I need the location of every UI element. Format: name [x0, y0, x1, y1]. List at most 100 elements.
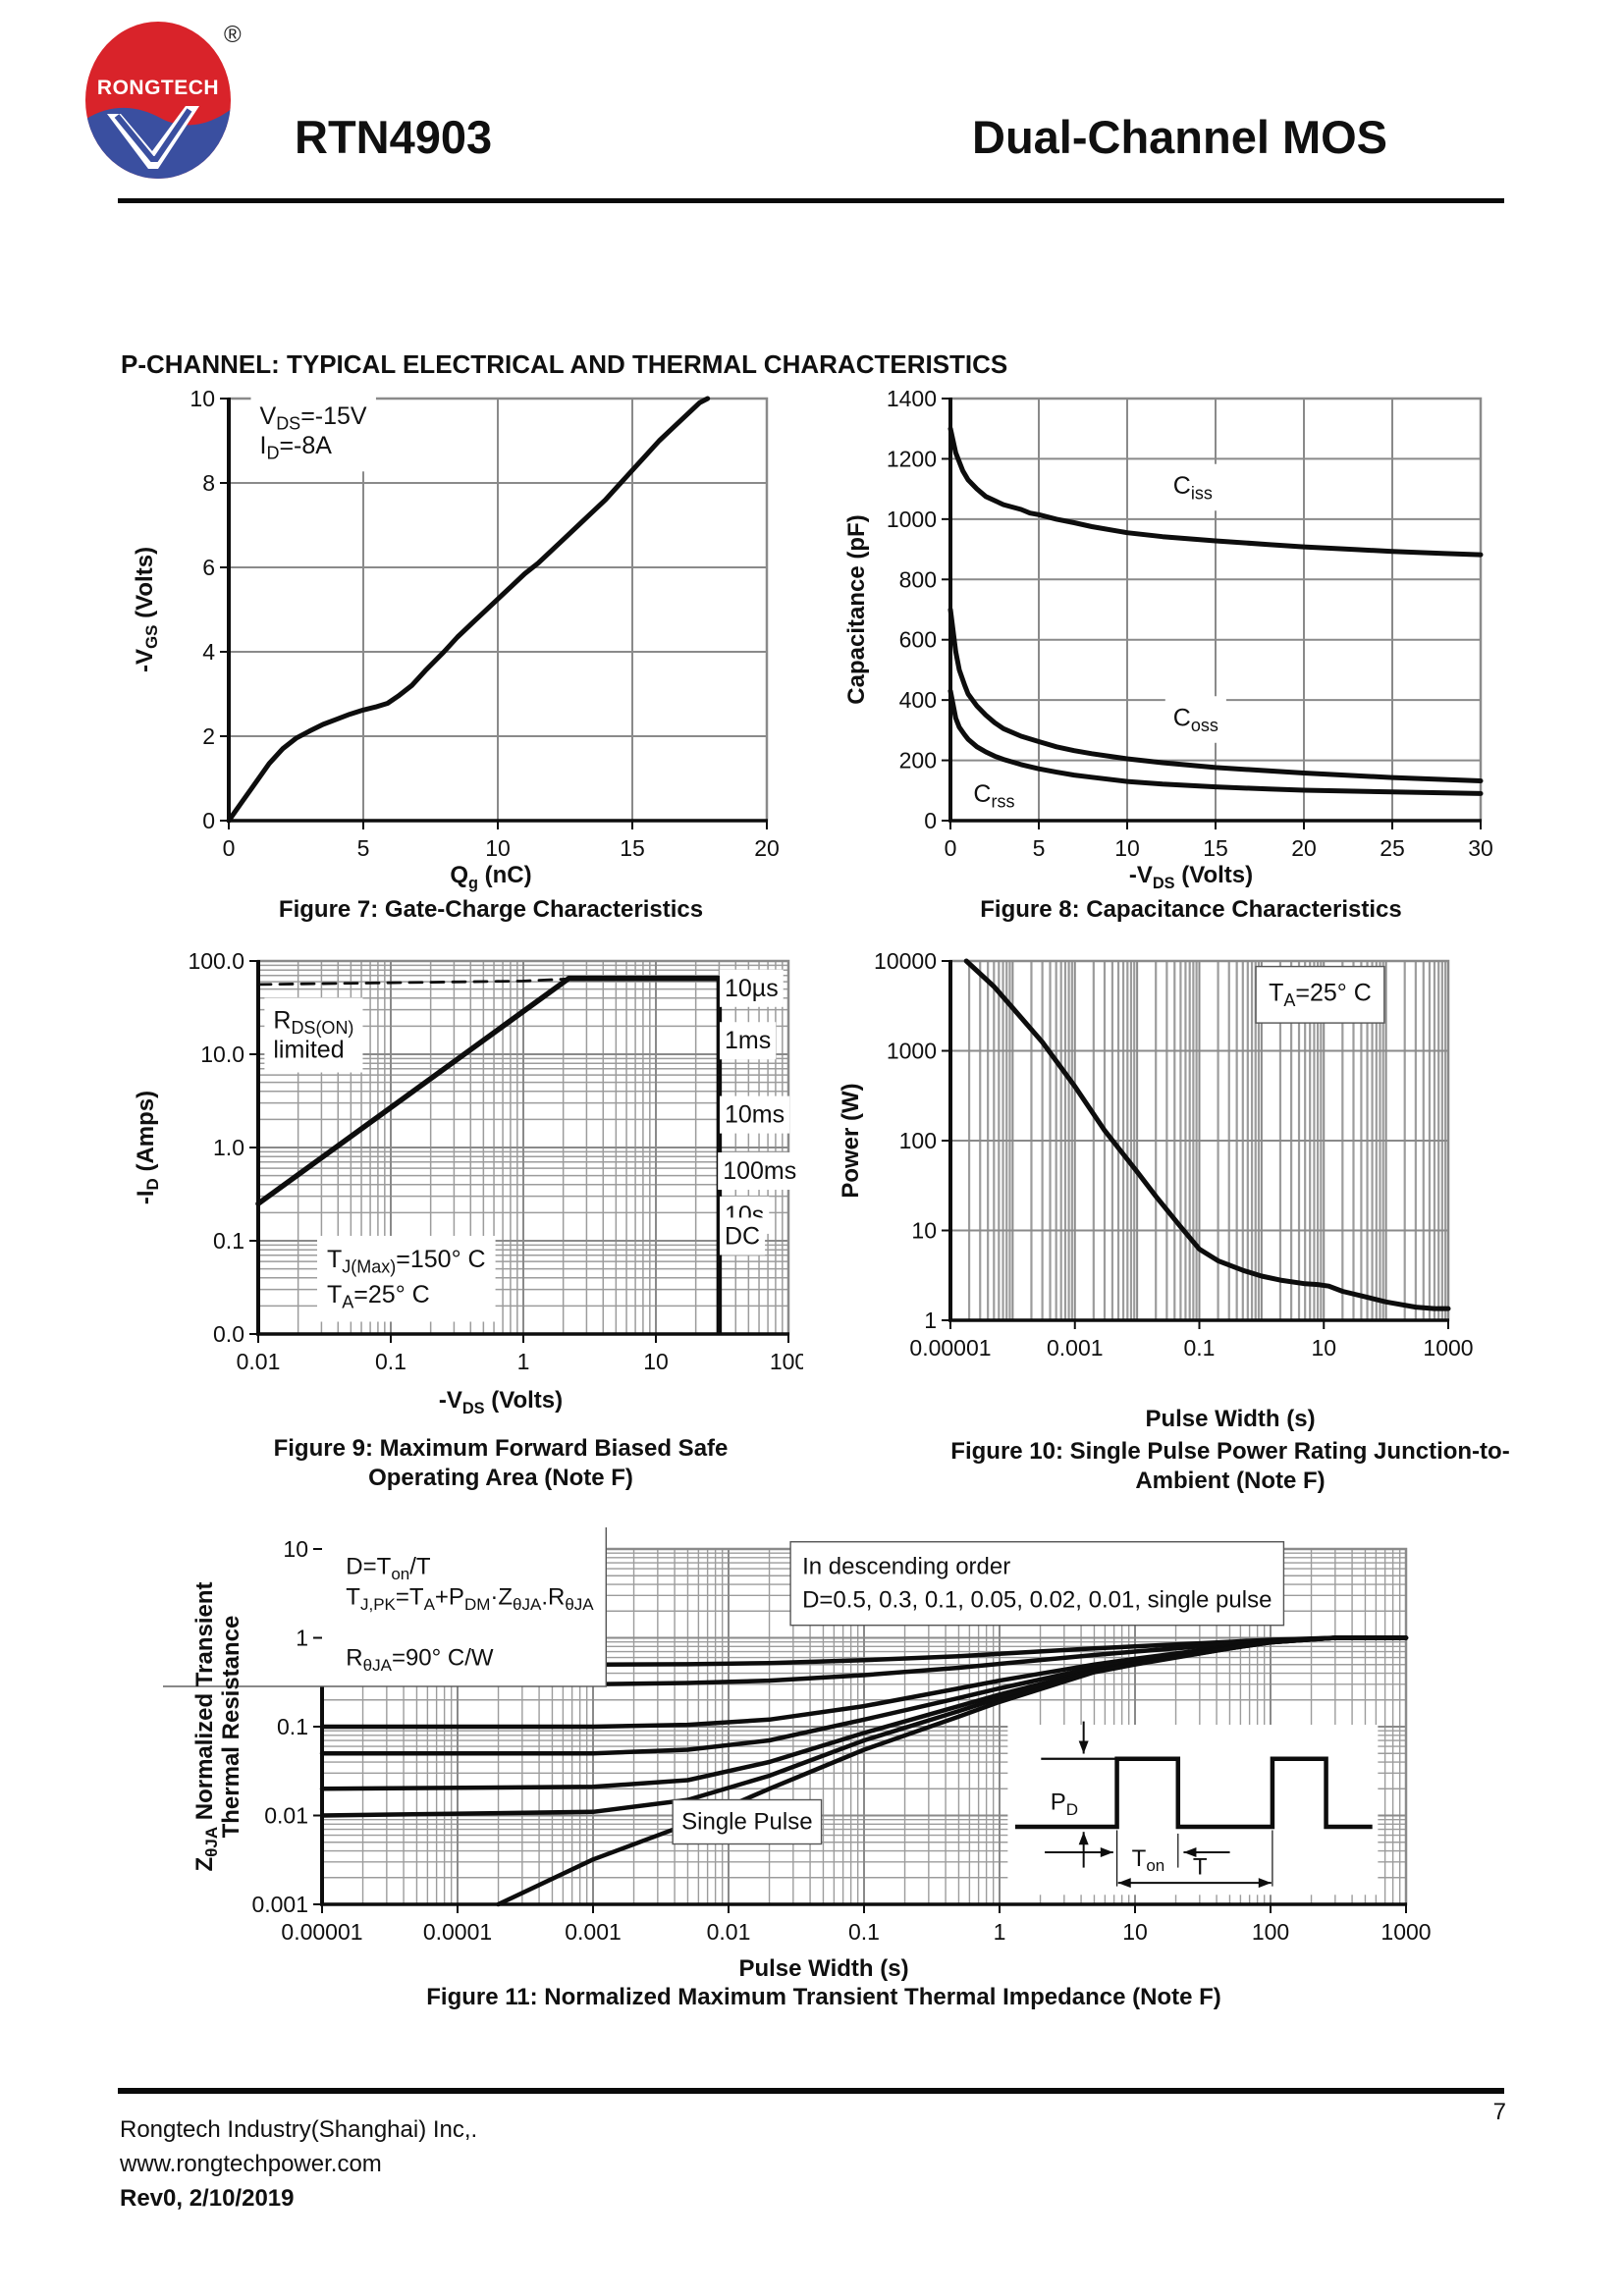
svg-text:TA=25° C: TA=25° C	[327, 1281, 430, 1312]
svg-text:15: 15	[1203, 835, 1228, 860]
svg-text:20: 20	[1291, 835, 1317, 860]
svg-text:2: 2	[202, 723, 215, 749]
svg-text:10.0: 10.0	[200, 1041, 244, 1067]
pulse-power-chart: TA=25° C 0.00001 0.001 0.1 10 1000 10000 1000 10…	[838, 951, 1474, 1361]
figure11-caption-block: Pulse Width (s) Figure 11: Normalized Ma…	[171, 1955, 1477, 2012]
company-website: www.rongtechpower.com	[120, 2151, 382, 2177]
svg-text:1000: 1000	[1423, 1335, 1473, 1361]
svg-text:0.1: 0.1	[277, 1714, 308, 1739]
svg-text:RθJA=90° C/W: RθJA=90° C/W	[346, 1645, 494, 1675]
svg-text:PD: PD	[1051, 1789, 1078, 1819]
figure10-caption-block: Pulse Width (s) Figure 10: Single Pulse …	[906, 1406, 1554, 1496]
svg-text:TA=25° C: TA=25° C	[1269, 980, 1372, 1010]
svg-text:0.0001: 0.0001	[423, 1919, 492, 1945]
svg-text:0: 0	[223, 835, 236, 860]
svg-text:1: 1	[994, 1919, 1006, 1945]
figure8-caption-block: -VDS (Volts) Figure 8: Capacitance Chara…	[852, 862, 1530, 925]
svg-text:Crss: Crss	[973, 780, 1014, 812]
svg-text:10: 10	[1311, 1335, 1336, 1361]
svg-text:TJ(Max)=150° C: TJ(Max)=150° C	[327, 1246, 486, 1277]
svg-text:10: 10	[283, 1536, 308, 1562]
brand-name: RONGTECH	[97, 77, 219, 99]
svg-text:ZθJA Normalized TransientTherm: ZθJA Normalized TransientThermal Resista…	[191, 1582, 244, 1872]
fig7-x-axis-label: Qg (nC)	[450, 862, 532, 892]
svg-text:1000: 1000	[887, 507, 937, 532]
figure-single-pulse-power: TA=25° C 0.00001 0.001 0.1 10 1000 10000 1000 10…	[833, 951, 1510, 1496]
svg-text:1: 1	[924, 1308, 937, 1333]
svg-text:100: 100	[1252, 1919, 1289, 1945]
svg-text:0.1: 0.1	[848, 1919, 880, 1945]
svg-text:20: 20	[754, 835, 780, 860]
fig8-caption: Figure 8: Capacitance Characteristics	[980, 895, 1402, 923]
svg-text:0.001: 0.001	[565, 1919, 622, 1945]
svg-text:0.1: 0.1	[1184, 1335, 1216, 1361]
svg-text:RDS(ON): RDS(ON)	[273, 1007, 353, 1039]
svg-text:0.001: 0.001	[1047, 1335, 1104, 1361]
figure7-caption-block: Qg (nC) Figure 7: Gate-Charge Characteri…	[152, 862, 830, 925]
svg-text:0: 0	[924, 808, 937, 833]
svg-text:10: 10	[189, 389, 215, 411]
fig8-x-axis-label: -VDS (Volts)	[1128, 862, 1254, 892]
svg-text:10ms: 10ms	[725, 1101, 785, 1129]
svg-text:0.1: 0.1	[213, 1228, 244, 1254]
figure9-caption-block: -VDS (Volts) Figure 9: Maximum Forward B…	[157, 1387, 844, 1493]
svg-text:8: 8	[202, 470, 215, 496]
figure-gate-charge: VDS=-15V ID=-8A 0 5 10 15 20 0 2 4 6 8 10 -VGS (Volts…	[119, 389, 796, 925]
fig7-caption: Figure 7: Gate-Charge Characteristics	[278, 895, 704, 923]
svg-text:TJ,PK=TA+PDM·ZθJA.RθJA: TJ,PK=TA+PDM·ZθJA.RθJA	[346, 1584, 594, 1614]
svg-text:1.0: 1.0	[213, 1135, 244, 1160]
brand-logo-graphic: RONGTECH	[85, 22, 231, 179]
fig9-caption-line2: Operating Area (Note F)	[368, 1464, 633, 1491]
fig10-caption-line2: Ambient (Note F)	[1135, 1468, 1326, 1494]
figure-safe-operating-area: RDS(ON) limited TJ(Max)=150° C TA=25° C 10µs…	[116, 951, 803, 1493]
svg-text:D=0.5, 0.3, 0.1, 0.05, 0.02, 0: D=0.5, 0.3, 0.1, 0.05, 0.02, 0.01, singl…	[802, 1587, 1272, 1614]
svg-text:400: 400	[899, 687, 937, 713]
svg-text:10: 10	[643, 1349, 669, 1374]
footer-divider	[118, 2088, 1504, 2094]
svg-text:0.01: 0.01	[707, 1919, 751, 1945]
svg-text:1000: 1000	[1380, 1919, 1431, 1945]
svg-text:ID=-8A: ID=-8A	[260, 432, 333, 463]
svg-text:T: T	[1193, 1854, 1208, 1881]
svg-text:1200: 1200	[887, 446, 937, 471]
svg-text:25: 25	[1380, 835, 1405, 860]
svg-text:0.01: 0.01	[264, 1803, 308, 1829]
fig11-x-axis-label: Pulse Width (s)	[738, 1955, 909, 1982]
revision-line: Rev0, 2/10/2019	[120, 2185, 295, 2212]
fig9-x-axis-label: -VDS (Volts)	[438, 1387, 564, 1417]
svg-text:Single Pulse: Single Pulse	[681, 1809, 812, 1836]
footer-company-block: Rongtech Industry(Shanghai) Inc,. www.ro…	[120, 2112, 477, 2216]
svg-text:limited: limited	[273, 1037, 344, 1064]
figure-transient-thermal-impedance: PD Ton T D=Ton/T TJ,PK=TA+PDM·ZθJA.RθJA RθJA…	[163, 1527, 1469, 2012]
svg-text:10: 10	[1114, 835, 1140, 860]
svg-text:10000: 10000	[874, 951, 937, 974]
svg-text:200: 200	[899, 748, 937, 774]
soa-chart: RDS(ON)limited TJ(Max)=150° C TA=25° C 10µs…	[133, 951, 803, 1374]
svg-text:10: 10	[1122, 1919, 1148, 1945]
svg-text:0.1: 0.1	[375, 1349, 406, 1374]
svg-text:1ms: 1ms	[725, 1027, 771, 1054]
svg-text:10: 10	[485, 835, 511, 860]
svg-text:Ton: Ton	[1132, 1845, 1165, 1875]
svg-text:-VGS (Volts): -VGS (Volts)	[132, 547, 161, 672]
page-number: 7	[1492, 2099, 1506, 2125]
svg-text:6: 6	[202, 555, 215, 580]
svg-text:-ID (Amps): -ID (Amps)	[133, 1091, 162, 1204]
svg-text:0.00001: 0.00001	[909, 1335, 991, 1361]
thermal-impedance-chart: PD Ton T D=Ton/TTJ,PK=TA+PDM·ZθJA.RθJA RθJA…	[163, 1527, 1432, 1945]
part-number-title: RTN4903	[295, 111, 493, 163]
svg-text:Power (W): Power (W)	[838, 1083, 864, 1198]
svg-text:1400: 1400	[887, 389, 937, 411]
svg-text:600: 600	[899, 627, 937, 653]
company-name: Rongtech Industry(Shanghai) Inc,.	[120, 2116, 478, 2143]
registered-trademark-icon: ®	[224, 22, 242, 48]
svg-text:VDS=-15V: VDS=-15V	[260, 402, 367, 434]
svg-text:0.01: 0.01	[237, 1349, 281, 1374]
figure-capacitance: Ciss Coss Crss 0 5 10 15 20 25 30 0 200 400 600 800 100…	[840, 389, 1518, 925]
svg-text:0.001: 0.001	[251, 1892, 308, 1917]
svg-text:1: 1	[296, 1626, 308, 1651]
fig10-caption-line1: Figure 10: Single Pulse Power Rating Jun…	[950, 1438, 1510, 1465]
svg-text:800: 800	[899, 566, 937, 592]
